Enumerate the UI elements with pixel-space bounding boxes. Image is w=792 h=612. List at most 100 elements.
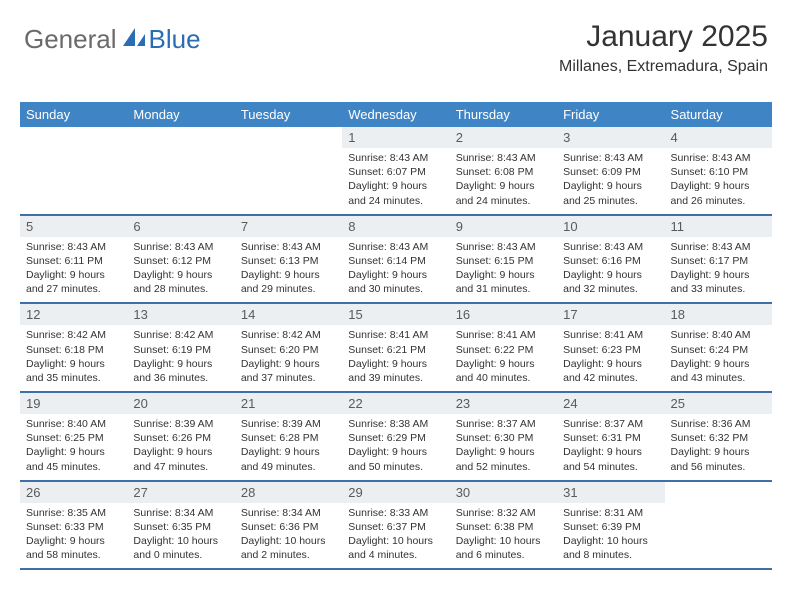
- sunrise-line: Sunrise: 8:43 AM: [348, 151, 443, 165]
- day-cell: 27Sunrise: 8:34 AMSunset: 6:35 PMDayligh…: [127, 482, 234, 569]
- sunrise-line: Sunrise: 8:40 AM: [26, 417, 121, 431]
- sunrise-line: Sunrise: 8:42 AM: [241, 328, 336, 342]
- sunrise-line: Sunrise: 8:34 AM: [241, 506, 336, 520]
- day-number: 30: [450, 482, 557, 503]
- day-body: Sunrise: 8:43 AMSunset: 6:15 PMDaylight:…: [450, 237, 557, 303]
- day-number: 19: [20, 393, 127, 414]
- sunset-line: Sunset: 6:21 PM: [348, 343, 443, 357]
- daylight-line: Daylight: 9 hours and 40 minutes.: [456, 357, 551, 385]
- sunset-line: Sunset: 6:16 PM: [563, 254, 658, 268]
- day-body: Sunrise: 8:41 AMSunset: 6:21 PMDaylight:…: [342, 325, 449, 391]
- weekday-header: Monday: [127, 102, 234, 127]
- sunrise-line: Sunrise: 8:40 AM: [671, 328, 766, 342]
- day-body: Sunrise: 8:37 AMSunset: 6:30 PMDaylight:…: [450, 414, 557, 480]
- daylight-line: Daylight: 9 hours and 30 minutes.: [348, 268, 443, 296]
- sunrise-line: Sunrise: 8:32 AM: [456, 506, 551, 520]
- day-cell: 19Sunrise: 8:40 AMSunset: 6:25 PMDayligh…: [20, 393, 127, 480]
- calendar: SundayMondayTuesdayWednesdayThursdayFrid…: [20, 102, 772, 570]
- day-number: 16: [450, 304, 557, 325]
- daylight-line: Daylight: 9 hours and 54 minutes.: [563, 445, 658, 473]
- daylight-line: Daylight: 9 hours and 24 minutes.: [456, 179, 551, 207]
- day-body: Sunrise: 8:33 AMSunset: 6:37 PMDaylight:…: [342, 503, 449, 569]
- day-number: 26: [20, 482, 127, 503]
- daylight-line: Daylight: 9 hours and 49 minutes.: [241, 445, 336, 473]
- daylight-line: Daylight: 9 hours and 26 minutes.: [671, 179, 766, 207]
- day-number: 28: [235, 482, 342, 503]
- day-number: 22: [342, 393, 449, 414]
- day-body: Sunrise: 8:32 AMSunset: 6:38 PMDaylight:…: [450, 503, 557, 569]
- day-number: 24: [557, 393, 664, 414]
- sunrise-line: Sunrise: 8:41 AM: [456, 328, 551, 342]
- sunset-line: Sunset: 6:33 PM: [26, 520, 121, 534]
- daylight-line: Daylight: 9 hours and 25 minutes.: [563, 179, 658, 207]
- day-number: 20: [127, 393, 234, 414]
- sunset-line: Sunset: 6:09 PM: [563, 165, 658, 179]
- day-number: [20, 127, 127, 133]
- daylight-line: Daylight: 10 hours and 2 minutes.: [241, 534, 336, 562]
- day-cell: 25Sunrise: 8:36 AMSunset: 6:32 PMDayligh…: [665, 393, 772, 480]
- day-cell: 6Sunrise: 8:43 AMSunset: 6:12 PMDaylight…: [127, 216, 234, 303]
- sunset-line: Sunset: 6:39 PM: [563, 520, 658, 534]
- sunrise-line: Sunrise: 8:43 AM: [563, 240, 658, 254]
- week-row: 19Sunrise: 8:40 AMSunset: 6:25 PMDayligh…: [20, 393, 772, 482]
- day-number: 17: [557, 304, 664, 325]
- sunrise-line: Sunrise: 8:42 AM: [26, 328, 121, 342]
- sunset-line: Sunset: 6:11 PM: [26, 254, 121, 268]
- sunset-line: Sunset: 6:19 PM: [133, 343, 228, 357]
- weekday-header: Tuesday: [235, 102, 342, 127]
- day-body: Sunrise: 8:40 AMSunset: 6:25 PMDaylight:…: [20, 414, 127, 480]
- daylight-line: Daylight: 9 hours and 43 minutes.: [671, 357, 766, 385]
- sunset-line: Sunset: 6:25 PM: [26, 431, 121, 445]
- day-cell: 26Sunrise: 8:35 AMSunset: 6:33 PMDayligh…: [20, 482, 127, 569]
- day-cell: 31Sunrise: 8:31 AMSunset: 6:39 PMDayligh…: [557, 482, 664, 569]
- week-row: 5Sunrise: 8:43 AMSunset: 6:11 PMDaylight…: [20, 216, 772, 305]
- day-cell: 16Sunrise: 8:41 AMSunset: 6:22 PMDayligh…: [450, 304, 557, 391]
- day-body: Sunrise: 8:40 AMSunset: 6:24 PMDaylight:…: [665, 325, 772, 391]
- day-cell: 24Sunrise: 8:37 AMSunset: 6:31 PMDayligh…: [557, 393, 664, 480]
- sunset-line: Sunset: 6:23 PM: [563, 343, 658, 357]
- sunrise-line: Sunrise: 8:39 AM: [133, 417, 228, 431]
- sunrise-line: Sunrise: 8:41 AM: [348, 328, 443, 342]
- daylight-line: Daylight: 9 hours and 29 minutes.: [241, 268, 336, 296]
- daylight-line: Daylight: 9 hours and 45 minutes.: [26, 445, 121, 473]
- sunset-line: Sunset: 6:37 PM: [348, 520, 443, 534]
- sunset-line: Sunset: 6:15 PM: [456, 254, 551, 268]
- weekday-header: Wednesday: [342, 102, 449, 127]
- day-number: 27: [127, 482, 234, 503]
- day-number: 13: [127, 304, 234, 325]
- location-label: Millanes, Extremadura, Spain: [559, 58, 768, 76]
- day-number: 1: [342, 127, 449, 148]
- day-cell: [20, 127, 127, 214]
- day-cell: 4Sunrise: 8:43 AMSunset: 6:10 PMDaylight…: [665, 127, 772, 214]
- day-body: Sunrise: 8:43 AMSunset: 6:10 PMDaylight:…: [665, 148, 772, 214]
- sunrise-line: Sunrise: 8:33 AM: [348, 506, 443, 520]
- logo-sail-icon: [121, 26, 147, 53]
- sunrise-line: Sunrise: 8:43 AM: [241, 240, 336, 254]
- day-number: 18: [665, 304, 772, 325]
- day-number: 7: [235, 216, 342, 237]
- logo-text-blue: Blue: [149, 24, 201, 55]
- sunrise-line: Sunrise: 8:43 AM: [456, 151, 551, 165]
- sunset-line: Sunset: 6:35 PM: [133, 520, 228, 534]
- weekday-header: Friday: [557, 102, 664, 127]
- daylight-line: Daylight: 9 hours and 56 minutes.: [671, 445, 766, 473]
- sunrise-line: Sunrise: 8:38 AM: [348, 417, 443, 431]
- daylight-line: Daylight: 9 hours and 37 minutes.: [241, 357, 336, 385]
- day-number: 6: [127, 216, 234, 237]
- day-body: Sunrise: 8:43 AMSunset: 6:11 PMDaylight:…: [20, 237, 127, 303]
- day-cell: [127, 127, 234, 214]
- day-cell: 9Sunrise: 8:43 AMSunset: 6:15 PMDaylight…: [450, 216, 557, 303]
- sunset-line: Sunset: 6:36 PM: [241, 520, 336, 534]
- day-cell: 20Sunrise: 8:39 AMSunset: 6:26 PMDayligh…: [127, 393, 234, 480]
- sunrise-line: Sunrise: 8:43 AM: [26, 240, 121, 254]
- day-cell: 1Sunrise: 8:43 AMSunset: 6:07 PMDaylight…: [342, 127, 449, 214]
- day-cell: 3Sunrise: 8:43 AMSunset: 6:09 PMDaylight…: [557, 127, 664, 214]
- day-cell: [235, 127, 342, 214]
- sunset-line: Sunset: 6:07 PM: [348, 165, 443, 179]
- sunrise-line: Sunrise: 8:34 AM: [133, 506, 228, 520]
- sunset-line: Sunset: 6:10 PM: [671, 165, 766, 179]
- day-cell: 12Sunrise: 8:42 AMSunset: 6:18 PMDayligh…: [20, 304, 127, 391]
- sunset-line: Sunset: 6:24 PM: [671, 343, 766, 357]
- day-number: 5: [20, 216, 127, 237]
- daylight-line: Daylight: 9 hours and 31 minutes.: [456, 268, 551, 296]
